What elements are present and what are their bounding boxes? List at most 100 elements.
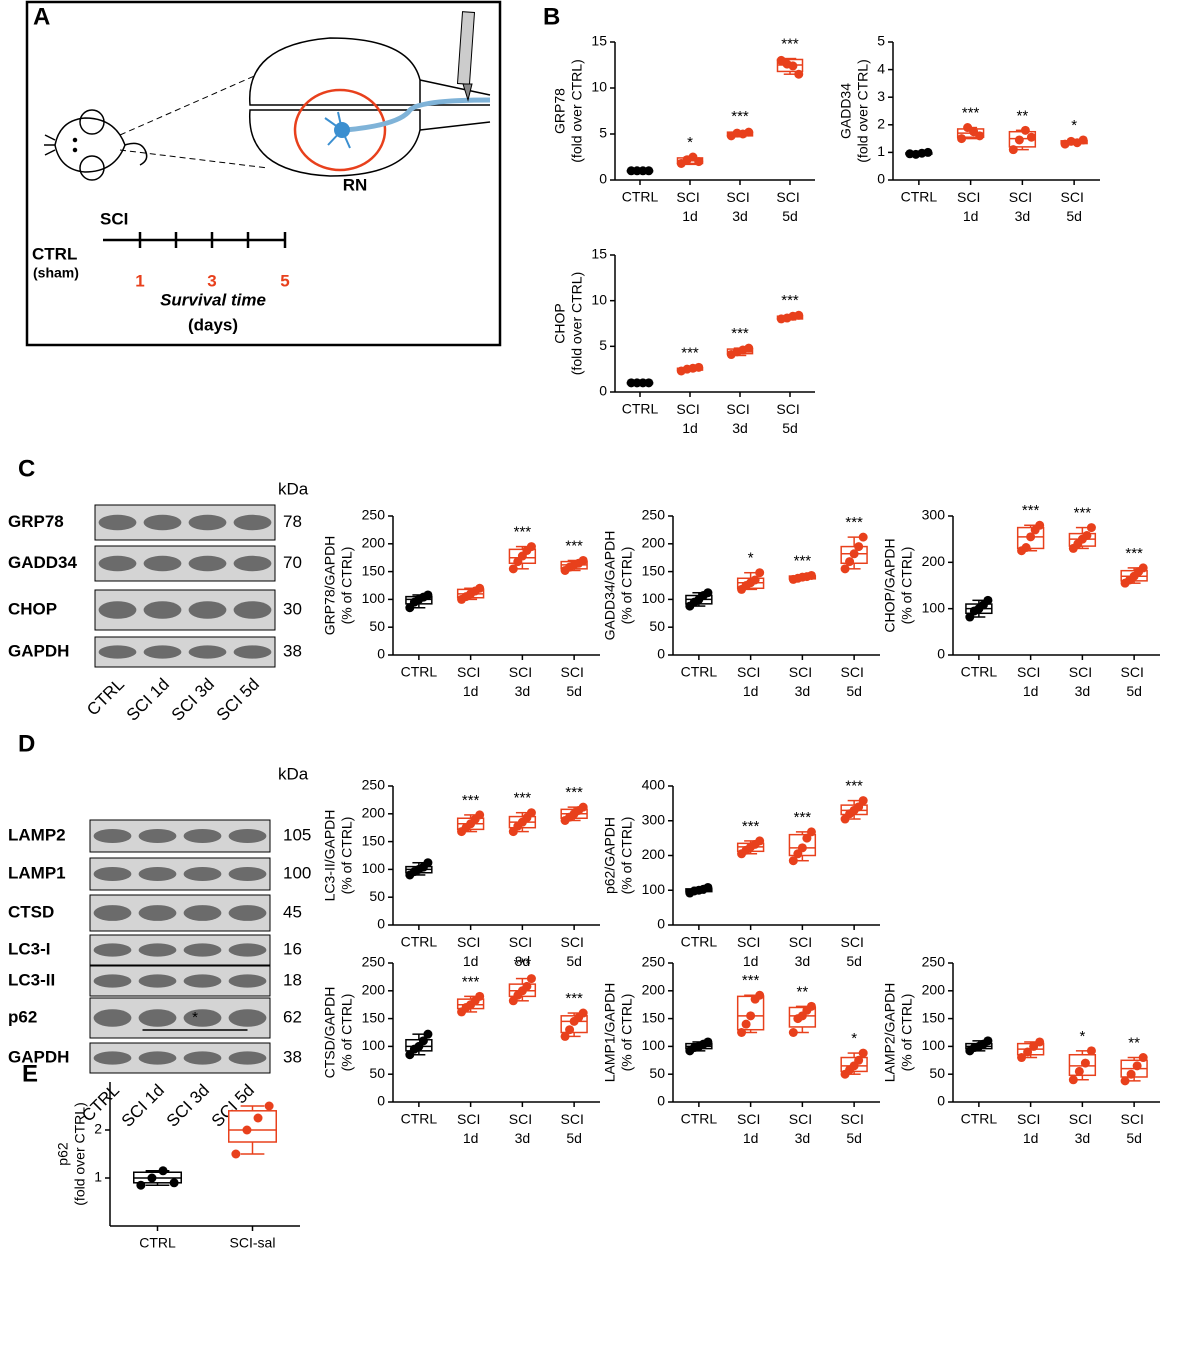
- zoom-line: [119, 149, 269, 169]
- data-point: [858, 1048, 868, 1058]
- data-point: [1086, 1046, 1096, 1056]
- data-point: [854, 802, 864, 812]
- blot-row-label: GRP78: [8, 512, 64, 531]
- panel-letter: E: [22, 1060, 38, 1087]
- y-tick-label: 400: [642, 777, 666, 793]
- y-tick-label: 200: [642, 535, 666, 551]
- blot-row-label: GAPDH: [8, 1047, 69, 1066]
- data-point: [806, 827, 816, 837]
- scalpel: [456, 11, 476, 102]
- data-point: [1120, 1076, 1130, 1086]
- y-axis-label: (% of CTRL): [339, 994, 355, 1072]
- blot-row-label: LAMP2: [8, 825, 66, 844]
- y-tick-label: 150: [362, 832, 386, 848]
- data-point: [578, 1008, 588, 1018]
- data-point: [526, 974, 536, 984]
- x-tick-label: SCI 5d: [776, 189, 803, 224]
- blot-kda: 62: [283, 1007, 302, 1026]
- y-tick-label: 0: [937, 1093, 945, 1109]
- blot-band: [138, 905, 177, 921]
- data-point: [858, 532, 868, 542]
- frame: [25, 0, 502, 347]
- x-tick-label: SCI 5d: [841, 664, 868, 699]
- box-chart: 0 5 10 15 CHOP (fold over CTRL) CTRL SCI 1d SCI …: [552, 246, 815, 436]
- lane-label: SCI 3d: [163, 1081, 213, 1131]
- zoom-line: [119, 69, 269, 136]
- y-axis-label: (fold over CTRL): [72, 1102, 88, 1205]
- blot-band: [98, 514, 137, 531]
- y-axis-label: CTSD/GAPDH: [322, 987, 338, 1079]
- box-chart: 1 2 p62 (fold over CTRL) CTRL SCI-sal *: [55, 1009, 300, 1251]
- schematic: RN CTRL (sham) SCI 1 3 5 Survival time (…: [25, 0, 502, 347]
- y-axis-label: GADD34: [838, 83, 854, 139]
- y-tick-label: 200: [362, 535, 386, 551]
- x-tick-label: CTRL: [681, 934, 718, 950]
- data-point: [755, 990, 765, 1000]
- x-tick-label: SCI 3d: [789, 1111, 816, 1146]
- data-point: [264, 1101, 274, 1111]
- comparison-label: *: [192, 1009, 198, 1026]
- data-point: [1023, 1047, 1033, 1057]
- y-axis-label: (% of CTRL): [339, 817, 355, 895]
- y-tick-label: 100: [922, 599, 946, 615]
- data-point: [644, 378, 654, 388]
- y-axis-label: LC3-II/GAPDH: [322, 810, 338, 902]
- data-point: [475, 583, 485, 593]
- blot-row-label: LC3-I: [8, 939, 51, 958]
- y-tick-label: 0: [377, 646, 385, 662]
- significance: ***: [1022, 502, 1040, 519]
- day-label: 1: [135, 271, 144, 290]
- data-point: [975, 131, 985, 141]
- data-point: [794, 310, 804, 320]
- y-tick-label: 50: [649, 1065, 665, 1081]
- data-point: [858, 796, 868, 806]
- data-point: [242, 1125, 252, 1135]
- significance: ***: [1074, 505, 1092, 522]
- x-tick-label: CTRL: [681, 1111, 718, 1127]
- data-point: [849, 549, 859, 559]
- significance: *: [851, 1030, 857, 1047]
- data-point: [750, 575, 760, 585]
- y-tick-label: 3: [877, 88, 885, 104]
- panel-letter: C: [18, 455, 35, 482]
- y-tick-label: 1: [94, 1169, 102, 1185]
- blot-band: [188, 514, 227, 531]
- x-tick-label: CTRL: [401, 1111, 438, 1127]
- blot-band: [93, 828, 132, 844]
- y-tick-label: 150: [642, 1009, 666, 1025]
- y-axis-label: GRP78: [552, 88, 568, 134]
- y-tick-label: 5: [599, 337, 607, 353]
- y-tick-label: 15: [591, 246, 607, 262]
- significance: **: [797, 983, 809, 1000]
- box: [228, 1110, 277, 1143]
- x-tick-label: SCI 3d: [789, 664, 816, 699]
- y-tick-label: 5: [877, 33, 885, 49]
- y-tick-label: 1: [877, 143, 885, 159]
- blot-band: [98, 555, 137, 572]
- panel-letter: B: [543, 3, 560, 30]
- blot-band: [138, 828, 177, 844]
- y-tick-label: 200: [642, 982, 666, 998]
- y-tick-label: 250: [362, 507, 386, 523]
- box-chart: 0 50 100 150 200 250 CTSD/GAPDH (% of CTRL) CTRL…: [322, 954, 600, 1146]
- data-point: [703, 588, 713, 598]
- y-axis-label: LAMP1/GAPDH: [602, 983, 618, 1083]
- timeline-unit: (days): [188, 315, 238, 334]
- y-tick-label: 0: [877, 171, 885, 187]
- box-chart: 0 100 200 300 CHOP/GAPDH (% of CTRL) CTRL SCI 1…: [882, 502, 1160, 699]
- significance: ***: [514, 956, 532, 973]
- x-tick-label: SCI 1d: [957, 189, 984, 224]
- x-tick-label: SCI 1d: [737, 1111, 764, 1146]
- blot-kda: 45: [283, 902, 302, 921]
- x-tick-label: CTRL: [681, 664, 718, 680]
- y-axis-label: p62/GAPDH: [602, 817, 618, 894]
- blot-kda: 38: [283, 641, 302, 660]
- blot-band: [143, 514, 182, 531]
- x-tick-label: CTRL: [901, 189, 938, 205]
- y-axis-label: GADD34/GAPDH: [602, 531, 618, 641]
- box-chart: 0 50 100 150 200 250 GRP78/GAPDH (% of CTRL) CTR…: [322, 507, 600, 699]
- y-axis-label: CHOP/GAPDH: [882, 538, 898, 632]
- y-tick-label: 200: [362, 805, 386, 821]
- blot-row-label: p62: [8, 1007, 37, 1026]
- x-tick-label: SCI 3d: [509, 934, 536, 969]
